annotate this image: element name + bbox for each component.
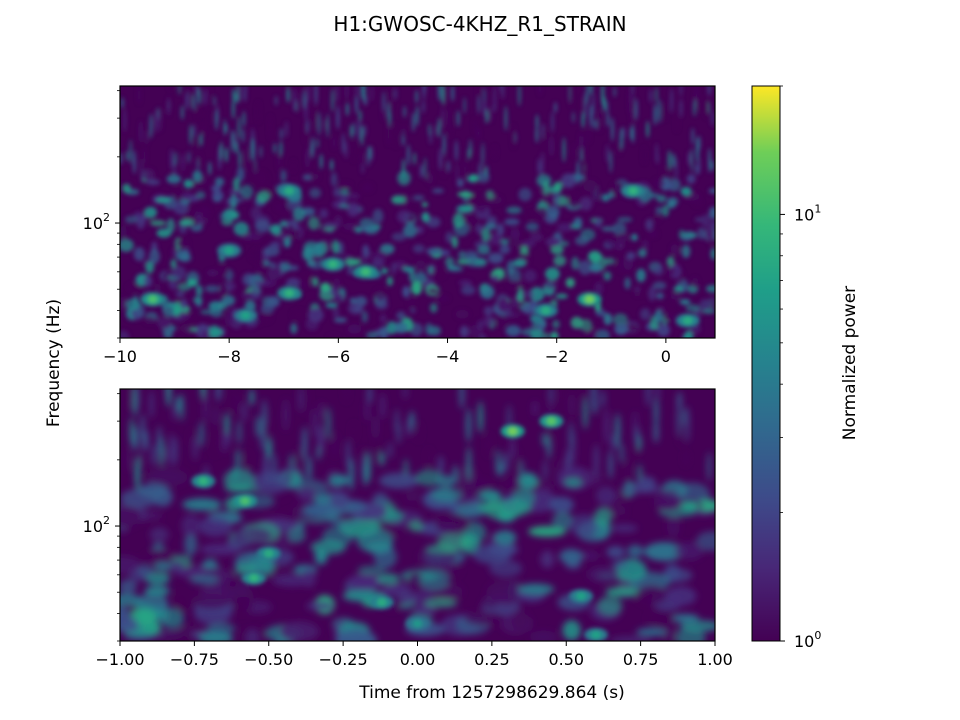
x-tick-label: 0.50	[548, 650, 584, 669]
hotspot-core	[263, 549, 274, 558]
hotspot-core	[584, 295, 595, 304]
hotspot-core	[284, 289, 295, 298]
hotspot-core	[591, 630, 601, 639]
hotspot-core	[248, 574, 259, 583]
hotspot-core	[360, 267, 371, 276]
x-axis-label: Time from 1257298629.864 (s)	[358, 683, 625, 703]
colorbar-label: Normalized power	[840, 286, 860, 440]
colorbar-tick-label: 101	[794, 202, 821, 224]
x-tick-label: −0.75	[170, 650, 219, 669]
hotspot-core	[240, 311, 251, 320]
x-tick-label: 0.00	[400, 650, 436, 669]
hotspot-core	[284, 186, 295, 195]
x-tick-label: −10	[103, 347, 137, 366]
plot-area-top	[120, 86, 715, 338]
x-tick-label: 0.25	[474, 650, 510, 669]
x-tick-label: 0.75	[623, 650, 659, 669]
hotspot-core	[628, 186, 639, 195]
x-tick-label: 0	[661, 347, 671, 366]
y-axis-label: Frequency (Hz)	[44, 299, 64, 427]
hotspot-core	[546, 417, 557, 426]
hotspot-core	[576, 592, 587, 601]
x-tick-label: −8	[217, 347, 241, 366]
y-tick-label: 102	[83, 211, 110, 233]
hotspot-core	[147, 295, 158, 304]
x-tick-label: −1.00	[95, 650, 144, 669]
hotspot-core	[682, 316, 693, 325]
x-tick-label: −4	[436, 347, 460, 366]
axes-frame-top	[119, 85, 716, 339]
y-tick-label: 102	[83, 514, 110, 536]
hotspot-core	[507, 427, 518, 436]
hotspot-core	[327, 260, 338, 269]
hotspot-core	[540, 306, 551, 315]
yaxis-top: 102	[83, 90, 120, 339]
xaxis-bottom: −1.00 −0.75 −0.50 −0.25 0.00 0.25 0.50 0.75 1.00	[95, 641, 733, 669]
yaxis-bottom: 102	[83, 393, 120, 642]
spectrogram-bottom: −1.00 −0.75 −0.50 −0.25 0.00 0.25 0.50 0.75 1.00…	[83, 388, 733, 669]
spectrogram-texture-bottom	[120, 389, 715, 641]
x-tick-label: 1.00	[697, 650, 733, 669]
x-tick-label: −6	[327, 347, 351, 366]
colorbar: 100 101 Normalized power	[751, 85, 860, 651]
hotspots-top	[140, 183, 700, 328]
hotspot-core	[376, 598, 387, 607]
hotspot-core	[239, 496, 250, 505]
x-tick-label: −2	[545, 347, 569, 366]
x-tick-label: −0.50	[244, 650, 293, 669]
colorbar-ticks: 100 101	[780, 85, 821, 651]
colorbar-tick-label: 100	[794, 629, 821, 651]
x-tick-label: −0.25	[319, 650, 368, 669]
spectrogram-top: −10 −8 −6 −4 −2 0 102	[83, 85, 716, 366]
colorbar-gradient	[751, 85, 781, 642]
hotspot-core	[412, 619, 423, 628]
xaxis-top: −10 −8 −6 −4 −2 0	[103, 338, 671, 366]
hotspots-bottom	[191, 414, 608, 641]
hotspot-core	[198, 477, 209, 486]
figure-title: H1:GWOSC-4KHZ_R1_STRAIN	[333, 12, 626, 36]
hotspot-core	[224, 246, 235, 255]
